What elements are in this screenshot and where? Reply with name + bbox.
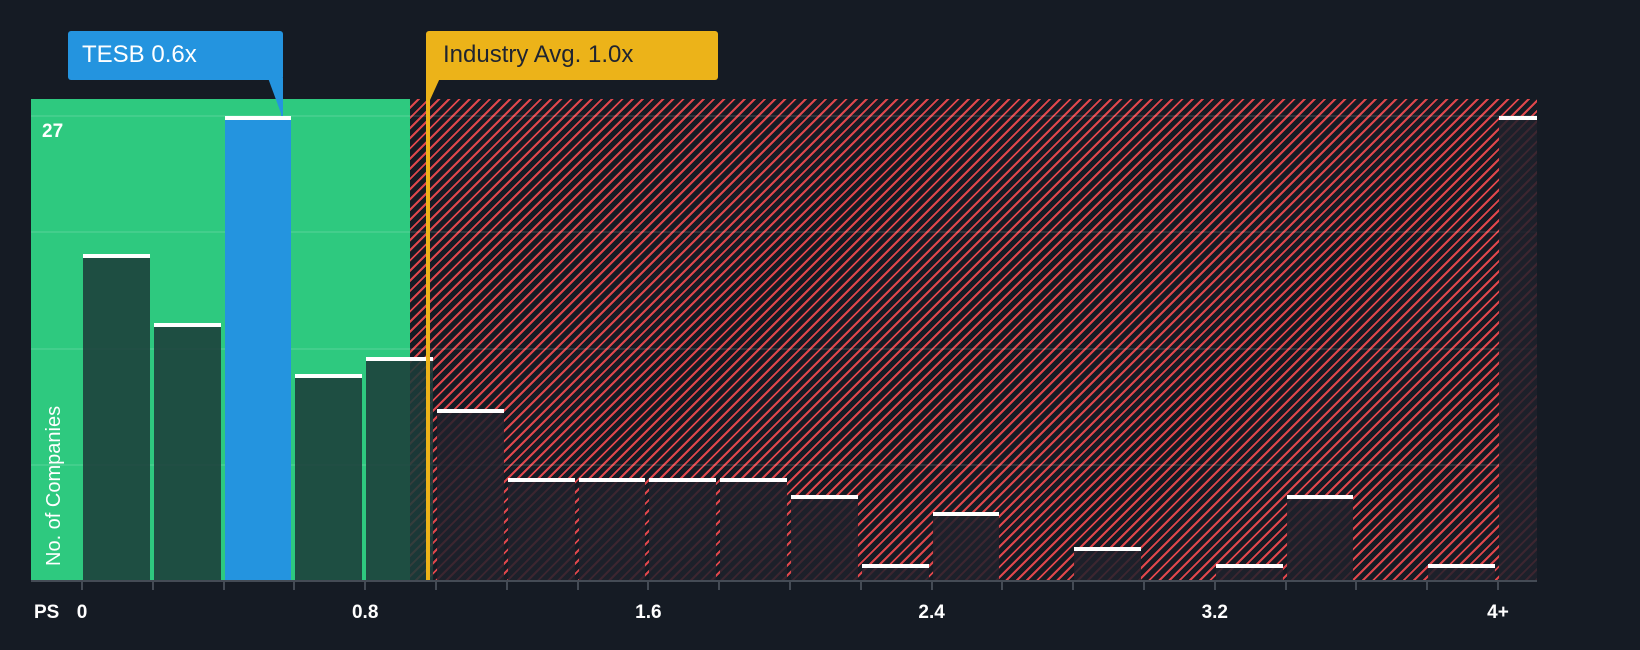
histogram-bar bbox=[83, 253, 150, 581]
bar-cap bbox=[224, 116, 292, 120]
company-callout-label: TESB 0.6x bbox=[82, 41, 197, 68]
x-axis-tick-label: 3.2 bbox=[1201, 602, 1229, 623]
gridline bbox=[31, 463, 1537, 466]
bar-cap bbox=[507, 477, 575, 482]
x-axis-tick bbox=[1213, 581, 1216, 590]
x-axis-tick bbox=[1001, 581, 1004, 590]
bar-cap bbox=[578, 477, 646, 482]
histogram-bar bbox=[791, 494, 858, 581]
x-axis-tick-label: 2.4 bbox=[918, 602, 945, 623]
histogram-bar bbox=[366, 357, 433, 581]
gridline bbox=[31, 231, 1537, 234]
x-axis-line bbox=[31, 580, 1537, 582]
x-axis-title: PS bbox=[34, 602, 60, 623]
histogram-bar bbox=[578, 477, 646, 581]
x-axis-tick bbox=[1284, 581, 1287, 590]
histogram-bar bbox=[1215, 563, 1283, 581]
x-axis-tick bbox=[81, 581, 83, 590]
gridline bbox=[31, 347, 1537, 350]
histogram-bar bbox=[720, 477, 787, 581]
bar-cap bbox=[791, 494, 858, 499]
industry-callout: Industry Avg. 1.0x bbox=[426, 31, 718, 80]
bar-cap bbox=[1428, 563, 1495, 568]
bar-cap bbox=[153, 322, 221, 327]
x-axis-tick bbox=[1426, 581, 1429, 590]
x-axis-tick-label: 4+ bbox=[1487, 602, 1509, 623]
bar-cap bbox=[366, 357, 433, 362]
histogram-bar bbox=[1286, 494, 1354, 581]
x-axis-tick bbox=[293, 581, 296, 590]
histogram-bar bbox=[507, 477, 575, 581]
bar-cap bbox=[1286, 494, 1354, 499]
bar-cap bbox=[720, 477, 787, 482]
industry-average-line bbox=[426, 74, 430, 581]
company-bar bbox=[224, 116, 292, 581]
x-axis-tick bbox=[859, 581, 862, 590]
histogram-bar bbox=[1428, 563, 1495, 581]
x-axis-tick-label: 1.6 bbox=[635, 602, 662, 623]
bar-cap bbox=[932, 512, 1000, 517]
x-axis-tick-label: 0 bbox=[76, 602, 88, 623]
bar-cap bbox=[649, 477, 717, 482]
bar-cap bbox=[295, 374, 363, 379]
x-axis-tick bbox=[647, 581, 650, 590]
y-axis-max-label: 27 bbox=[42, 121, 64, 142]
x-axis-tick bbox=[1143, 581, 1145, 590]
x-axis-tick bbox=[718, 581, 721, 590]
x-axis-tick bbox=[222, 581, 225, 590]
x-axis-tick bbox=[364, 581, 367, 590]
bar-cap bbox=[83, 253, 150, 258]
histogram-bar bbox=[861, 563, 929, 581]
histogram-bar bbox=[1499, 116, 1537, 581]
x-axis-tick bbox=[576, 581, 579, 590]
gridline bbox=[31, 115, 1537, 117]
histogram-bar bbox=[932, 512, 1000, 581]
bar-cap bbox=[861, 563, 929, 568]
histogram-bar bbox=[437, 408, 504, 581]
x-axis-tick bbox=[505, 581, 508, 590]
histogram-bar bbox=[1074, 546, 1141, 581]
x-axis-tick bbox=[1072, 581, 1075, 590]
x-axis-tick-label: 0.8 bbox=[351, 602, 379, 623]
company-callout-pointer bbox=[268, 78, 283, 116]
x-axis-tick bbox=[930, 581, 933, 590]
histogram-bar bbox=[649, 477, 717, 581]
bar-cap bbox=[1074, 546, 1141, 551]
x-axis-tick bbox=[435, 581, 437, 590]
x-axis-tick bbox=[151, 581, 154, 590]
industry-callout-pointer bbox=[426, 78, 440, 104]
x-axis-tick bbox=[1497, 581, 1499, 590]
x-axis-tick bbox=[1355, 581, 1358, 590]
histogram-bar bbox=[153, 322, 221, 581]
x-axis-tick bbox=[789, 581, 791, 590]
bar-cap bbox=[437, 408, 504, 413]
y-axis-title: No. of Companies bbox=[43, 405, 65, 566]
company-callout: TESB 0.6x bbox=[68, 31, 283, 80]
industry-callout-label: Industry Avg. 1.0x bbox=[443, 41, 634, 68]
bar-cap bbox=[1215, 563, 1283, 568]
bar-cap bbox=[1499, 116, 1537, 120]
histogram-bar bbox=[295, 374, 363, 581]
